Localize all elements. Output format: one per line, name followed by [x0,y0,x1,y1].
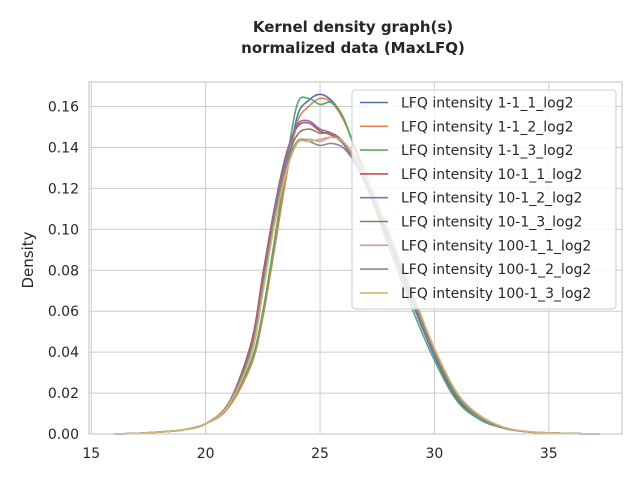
density-line [114,136,600,435]
series-lines [114,93,600,435]
legend-entry: LFQ intensity 100-1_1_log2 [401,238,591,254]
legend-entry: LFQ intensity 10-1_1_log2 [401,167,582,183]
y-tick-label: 0.16 [48,100,79,116]
y-tick-label: 0.06 [48,304,79,320]
x-tick-label: 30 [426,446,444,462]
y-tick-labels: 0.00 0.02 0.04 0.06 0.08 0.10 0.12 0.14 0.16 [48,100,79,443]
legend-entry: LFQ intensity 100-1_2_log2 [401,262,591,278]
y-tick-label: 0.12 [48,181,79,197]
y-tick-label: 0.00 [48,427,79,443]
y-tick-label: 0.14 [48,140,79,156]
x-tick-labels: 15 20 25 30 35 [82,446,557,462]
legend-entry: LFQ intensity 10-1_2_log2 [401,191,582,207]
y-tick-label: 0.02 [48,386,79,402]
legend-entry: LFQ intensity 100-1_3_log2 [401,286,591,302]
chart-title-line-1: Kernel density graph(s) [253,18,453,36]
legend-entry: LFQ intensity 1-1_3_log2 [401,143,574,159]
x-tick-label: 35 [540,446,558,462]
x-tick-label: 20 [197,446,215,462]
y-tick-label: 0.04 [48,345,79,361]
chart-title-line-2: normalized data (MaxLFQ) [241,39,465,57]
y-axis-label: Density [19,231,37,288]
legend-box [351,89,617,310]
x-tick-label: 25 [311,446,329,462]
plot-area-frame [88,81,623,435]
legend-entry: LFQ intensity 1-1_2_log2 [401,119,574,135]
legend-entry: LFQ intensity 1-1_1_log2 [401,96,574,112]
y-tick-label: 0.08 [48,263,79,279]
legend-entry: LFQ intensity 10-1_3_log2 [401,215,582,231]
y-tick-label: 0.10 [48,222,79,238]
legend: LFQ intensity 1-1_1_log2 LFQ intensity 1-… [351,89,617,310]
x-tick-label: 15 [82,446,100,462]
